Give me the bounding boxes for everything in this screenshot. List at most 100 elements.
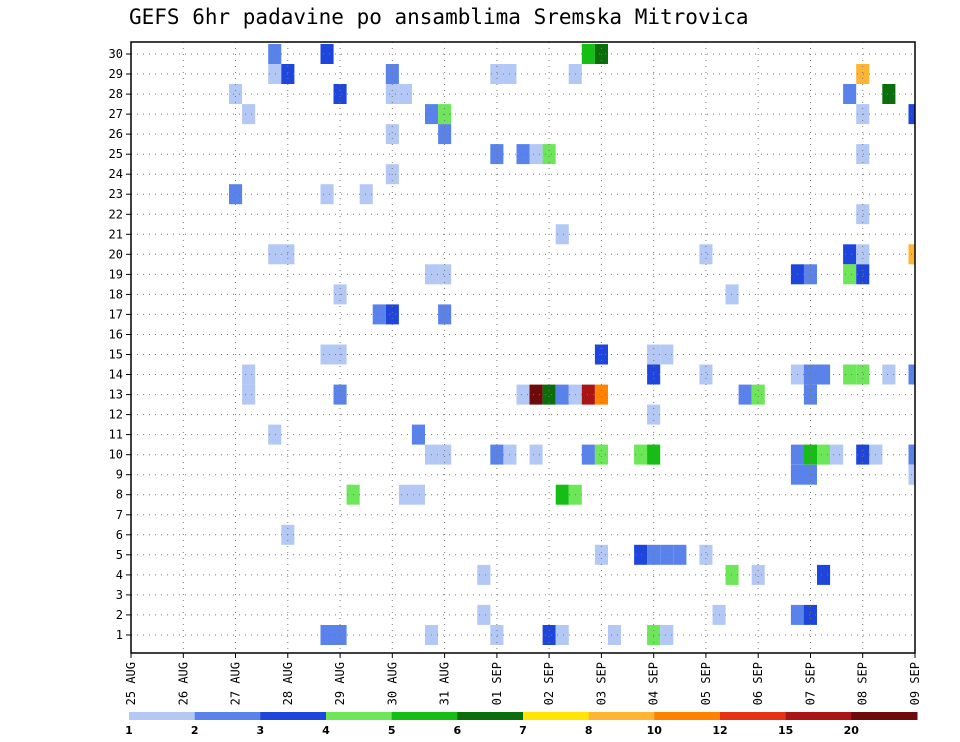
heatmap-cell (229, 184, 243, 205)
heatmap-cell (385, 124, 399, 145)
legend-label: 20 (844, 724, 860, 737)
legend-swatch (129, 712, 196, 720)
heatmap-cell (333, 384, 347, 405)
heatmap-cell (699, 364, 713, 385)
heatmap-cell (581, 44, 595, 64)
heatmap-cell (516, 384, 530, 405)
x-tick-label: 30 AUG (385, 662, 399, 705)
y-tick-label: 30 (109, 47, 123, 61)
heatmap-cell (660, 625, 674, 645)
heatmap-cell (817, 364, 831, 385)
heatmap-cell (634, 444, 648, 465)
heatmap-cell (320, 625, 334, 645)
heatmap-cell (843, 84, 857, 104)
y-tick-label: 12 (109, 408, 123, 422)
legend-swatch (523, 712, 590, 720)
heatmap-cell (856, 264, 870, 285)
heatmap-cell (555, 224, 569, 245)
heatmap-cell (359, 184, 373, 205)
legend-label: 7 (519, 724, 527, 737)
x-tick-label: 26 AUG (176, 662, 190, 705)
legend-label: 5 (388, 724, 396, 737)
legend-swatch (260, 712, 327, 720)
y-tick-label: 4 (116, 568, 123, 582)
legend-swatch (194, 712, 261, 720)
heatmap-cell (385, 304, 399, 325)
y-tick-label: 3 (116, 588, 123, 602)
heatmap-cell (320, 44, 334, 64)
heatmap-cell (751, 384, 765, 405)
heatmap-cell (803, 364, 817, 385)
heatmap-cell (385, 64, 399, 84)
heatmap-cell (856, 244, 870, 265)
x-tick-label: 28 AUG (281, 662, 295, 705)
heatmap-cell (398, 484, 412, 505)
y-tick-label: 2 (116, 608, 123, 622)
heatmap-cell (856, 444, 870, 465)
heatmap-cell (320, 184, 334, 205)
heatmap-cell (843, 264, 857, 285)
heatmap-cell (333, 625, 347, 645)
heatmap-cell (803, 444, 817, 465)
y-tick-label: 25 (109, 147, 123, 161)
heatmap-cell (699, 544, 713, 565)
y-tick-label: 9 (116, 468, 123, 482)
heatmap-cell (803, 384, 817, 405)
heatmap-cell (803, 264, 817, 285)
x-tick-label: 09 SEP (908, 662, 922, 705)
y-tick-label: 19 (109, 267, 123, 281)
plot-frame (130, 41, 916, 654)
y-tick-label: 17 (109, 307, 123, 321)
x-tick-label: 01 SEP (490, 662, 504, 705)
y-tick-label: 24 (109, 167, 123, 181)
heatmap-cell (581, 444, 595, 465)
x-tick-label: 08 SEP (856, 662, 870, 705)
heatmap-cell (438, 444, 452, 465)
y-tick-label: 18 (109, 287, 123, 301)
heatmap-cell (490, 625, 504, 645)
heatmap-cell (242, 364, 256, 385)
legend-label: 10 (647, 724, 663, 737)
heatmap-cell (438, 124, 452, 145)
heatmap-cell (594, 444, 608, 465)
heatmap-cell (803, 604, 817, 625)
heatmap-cell (725, 564, 739, 585)
y-tick-label: 11 (109, 428, 123, 442)
heatmap-cell (555, 484, 569, 505)
legend-swatch (851, 712, 918, 720)
heatmap-cell (594, 544, 608, 565)
legend-swatch (326, 712, 393, 720)
heatmap-cell (581, 384, 595, 405)
heatmap-cell (555, 384, 569, 405)
heatmap-cell (856, 364, 870, 385)
heatmap-cell (594, 384, 608, 405)
legend-label: 8 (585, 724, 593, 737)
y-tick-label: 26 (109, 127, 123, 141)
legend-label: 12 (712, 724, 727, 737)
heatmap-cell (320, 344, 334, 365)
heatmap-cell (268, 244, 282, 265)
y-tick-label: 27 (109, 107, 123, 121)
heatmap-cell (673, 544, 687, 565)
heatmap-cell (738, 384, 752, 405)
heatmap-cell (268, 424, 282, 445)
heatmap-cell (411, 484, 425, 505)
heatmap-cell (372, 304, 386, 325)
heatmap-cell (490, 444, 504, 465)
legend-label: 4 (322, 724, 330, 737)
heatmap-cell (438, 304, 452, 325)
heatmap-cell (856, 144, 870, 165)
grid-lines (131, 42, 915, 653)
x-tick-label: 04 SEP (647, 662, 661, 705)
y-tick-label: 23 (109, 187, 123, 201)
heatmap-cell (477, 604, 491, 625)
heatmap-cell (242, 384, 256, 405)
x-tick-label: 29 AUG (333, 662, 347, 705)
y-tick-label: 5 (116, 548, 123, 562)
y-tick-label: 21 (109, 227, 123, 241)
y-tick-label: 7 (116, 508, 123, 522)
x-tick-label: 06 SEP (751, 662, 765, 705)
y-tick-label: 15 (109, 348, 123, 362)
heatmap-cells (229, 44, 915, 645)
heatmap-cell (542, 144, 556, 165)
